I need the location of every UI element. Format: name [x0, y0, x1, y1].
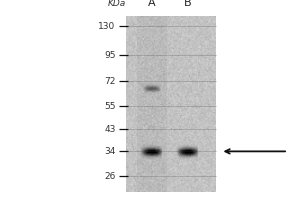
- Text: 26: 26: [104, 172, 116, 181]
- Text: B: B: [184, 0, 191, 8]
- Text: 95: 95: [104, 51, 116, 60]
- Text: 43: 43: [104, 125, 116, 134]
- Text: 34: 34: [104, 147, 116, 156]
- Text: 55: 55: [104, 102, 116, 111]
- Bar: [136, 16, 166, 192]
- Text: 72: 72: [104, 77, 116, 86]
- Text: KDa: KDa: [108, 0, 126, 8]
- Text: 130: 130: [98, 22, 116, 31]
- Text: A: A: [148, 0, 155, 8]
